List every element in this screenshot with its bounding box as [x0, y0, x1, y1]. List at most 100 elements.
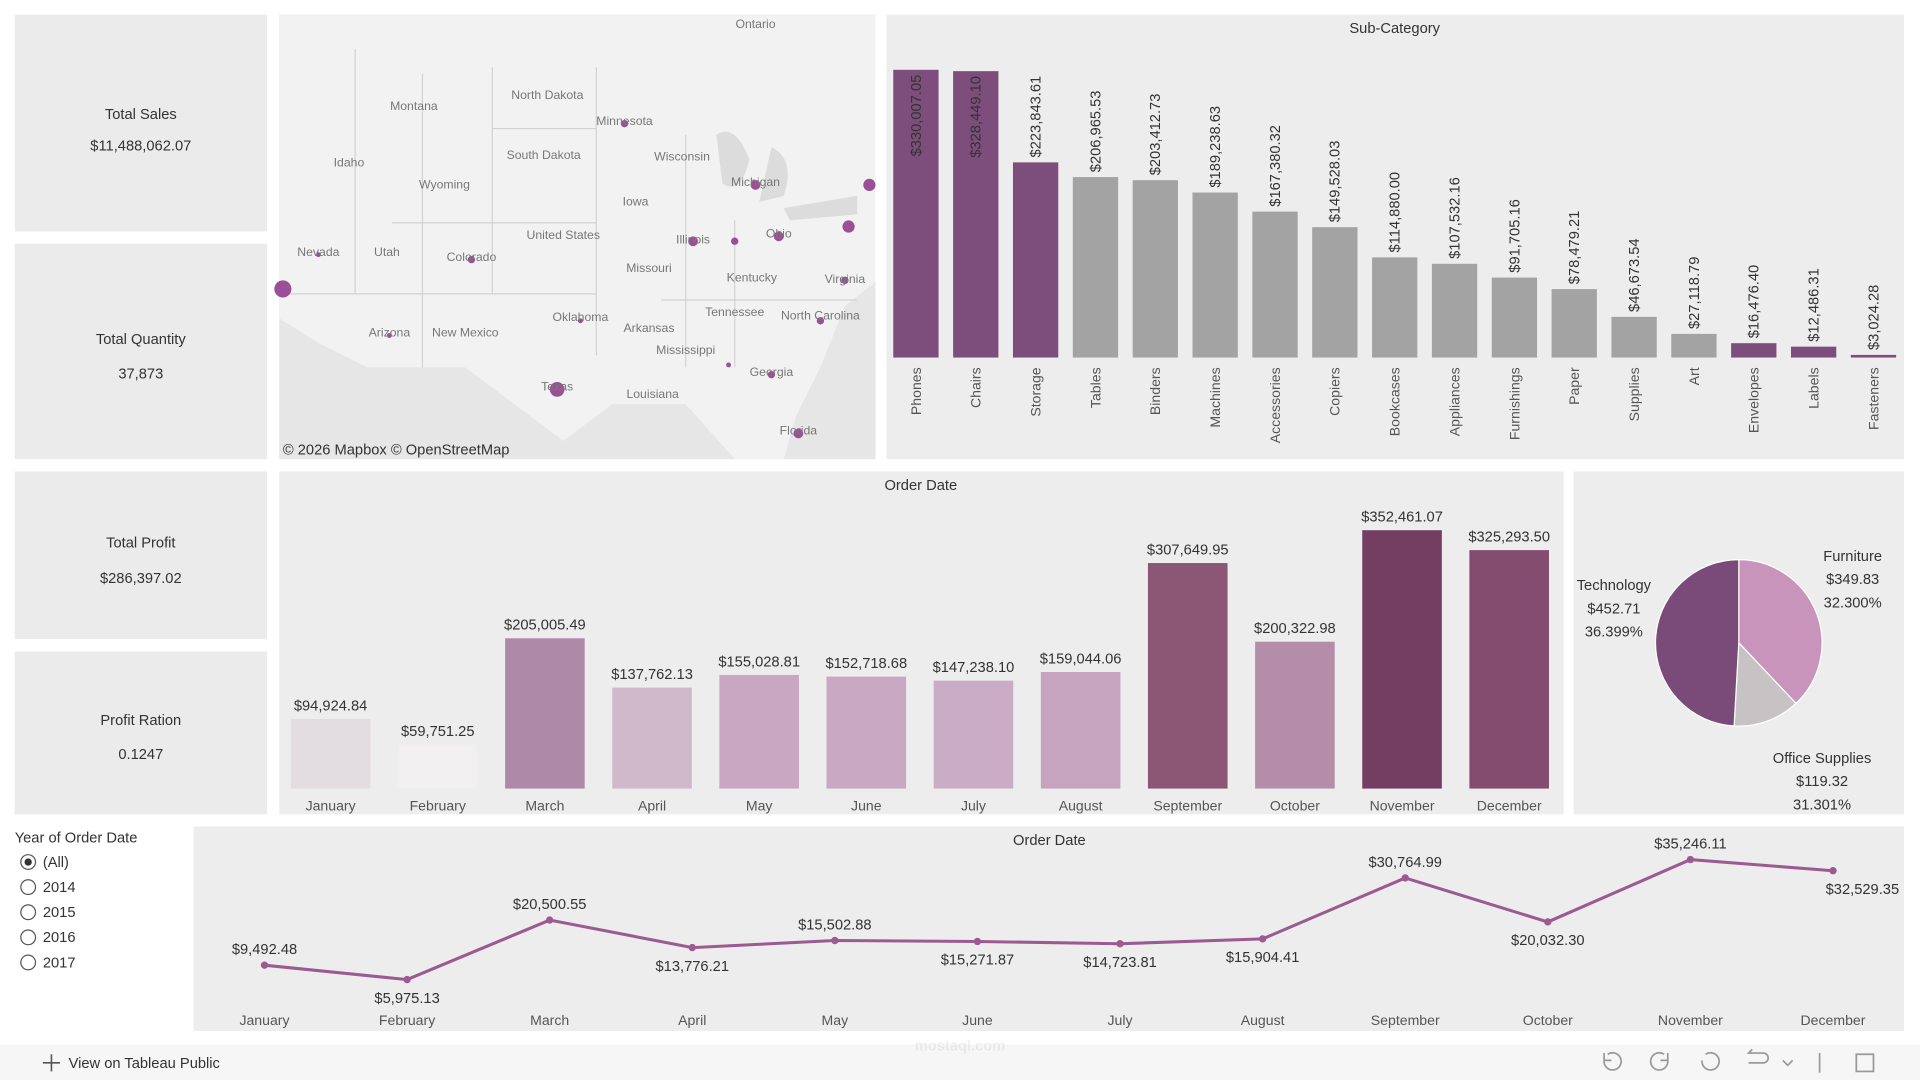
map-dot[interactable]	[577, 318, 583, 324]
map-label[interactable]: Michigan	[731, 175, 780, 189]
map-dot[interactable]	[863, 178, 876, 192]
map-label[interactable]: Florida	[780, 424, 818, 438]
map-label[interactable]: Nevada	[297, 245, 339, 259]
map-label[interactable]: Wisconsin	[654, 149, 710, 163]
bar[interactable]	[1731, 343, 1777, 358]
map-dot[interactable]	[467, 255, 476, 264]
bar[interactable]	[1147, 563, 1228, 789]
line-point[interactable]	[1829, 867, 1837, 875]
map-dot[interactable]	[841, 276, 849, 285]
radio[interactable]	[20, 904, 37, 921]
map-label[interactable]: Oklahoma	[553, 310, 609, 324]
radio[interactable]	[20, 879, 37, 896]
map-label[interactable]: Idaho	[334, 156, 365, 170]
bar[interactable]	[933, 680, 1014, 789]
map-dot[interactable]	[750, 180, 761, 190]
radio[interactable]	[20, 954, 37, 971]
map-dot[interactable]	[793, 428, 804, 439]
line-point[interactable]	[1544, 918, 1552, 926]
line-point[interactable]	[546, 916, 554, 924]
map-label[interactable]: Texas	[541, 380, 573, 394]
bar[interactable]	[1790, 346, 1837, 358]
bar[interactable]	[1551, 289, 1597, 358]
map-label[interactable]: New Mexico	[432, 326, 499, 340]
map-dot[interactable]	[731, 237, 739, 245]
bar[interactable]	[1850, 354, 1897, 358]
pie-slice[interactable]	[1654, 558, 1740, 727]
bar[interactable]	[953, 71, 999, 358]
pie-slice[interactable]	[1733, 641, 1797, 727]
map-label[interactable]: Louisiana	[626, 387, 679, 401]
bar[interactable]	[826, 676, 907, 789]
line-point[interactable]	[1258, 935, 1267, 943]
toolbar-icons[interactable]	[1603, 1048, 1875, 1073]
line-point[interactable]	[260, 961, 269, 969]
filter-option[interactable]: 2015	[43, 905, 76, 921]
map-label[interactable]: Georgia	[750, 365, 794, 379]
bar[interactable]	[505, 638, 585, 789]
map-label[interactable]: Iowa	[623, 195, 649, 209]
footer-link[interactable]: View on Tableau Public	[69, 1056, 220, 1072]
map-label[interactable]: North Dakota	[511, 88, 583, 102]
map-label[interactable]: Virginia	[825, 272, 866, 286]
map-label[interactable]: Utah	[374, 245, 400, 259]
map-dot[interactable]	[274, 280, 292, 298]
map-label[interactable]: Montana	[390, 99, 438, 113]
line-point[interactable]	[1116, 940, 1124, 948]
map-label[interactable]: Arkansas	[623, 321, 674, 335]
map-label[interactable]: Colorado	[447, 250, 497, 264]
map-label[interactable]: United States	[527, 228, 600, 242]
bar[interactable]	[1431, 263, 1478, 358]
bar[interactable]	[1491, 277, 1538, 358]
map-label[interactable]: Arizona	[369, 326, 411, 340]
filter-option[interactable]: (All)	[43, 855, 69, 871]
bar[interactable]	[1132, 180, 1178, 358]
bar[interactable]	[1469, 550, 1549, 789]
filter-option[interactable]: 2014	[43, 880, 76, 896]
line-point[interactable]	[1401, 874, 1409, 882]
radio-dot[interactable]	[24, 858, 32, 866]
line-point[interactable]	[688, 943, 696, 952]
line-point[interactable]	[973, 937, 982, 946]
map-label[interactable]: Illinois	[676, 233, 710, 247]
line-point[interactable]	[831, 936, 839, 945]
map-label[interactable]: South Dakota	[507, 148, 581, 162]
bar[interactable]	[1255, 641, 1335, 789]
bar[interactable]	[719, 674, 799, 789]
bar[interactable]	[1362, 530, 1442, 789]
bar[interactable]	[1192, 192, 1238, 358]
map-label[interactable]: Mississippi	[656, 343, 715, 357]
map-label[interactable]: Kentucky	[727, 271, 778, 285]
pie-slice[interactable]	[1738, 558, 1823, 705]
map-dot[interactable]	[816, 317, 825, 325]
filter-option[interactable]: 2017	[43, 955, 76, 971]
map-dot[interactable]	[688, 236, 698, 247]
filter-option[interactable]: 2016	[43, 930, 76, 946]
radio[interactable]	[20, 929, 37, 946]
bar[interactable]	[1611, 316, 1657, 358]
map-label[interactable]: Minnesota	[596, 114, 653, 128]
bar[interactable]	[1252, 211, 1298, 358]
map-dot[interactable]	[842, 220, 855, 233]
bar[interactable]	[1372, 257, 1418, 358]
map-dot[interactable]	[386, 333, 392, 338]
bar[interactable]	[1312, 227, 1358, 358]
map-dot[interactable]	[726, 362, 732, 368]
map-label[interactable]: Ontario	[735, 17, 775, 31]
bar[interactable]	[1072, 177, 1119, 358]
map-label[interactable]: North Carolina	[781, 309, 860, 323]
bar[interactable]	[290, 718, 371, 789]
line-point[interactable]	[1686, 855, 1695, 864]
map-label[interactable]: Tennessee	[705, 305, 764, 319]
bar[interactable]	[893, 69, 939, 358]
map-dot[interactable]	[767, 371, 776, 379]
bar[interactable]	[612, 687, 692, 789]
map-label[interactable]: Missouri	[626, 261, 672, 275]
map-dot[interactable]	[773, 231, 784, 242]
map-label[interactable]: Ohio	[766, 227, 792, 241]
line-point[interactable]	[403, 975, 411, 984]
bar[interactable]	[1012, 162, 1059, 358]
map-dot[interactable]	[620, 120, 629, 128]
bar[interactable]	[397, 744, 478, 789]
bar[interactable]	[1040, 671, 1121, 789]
